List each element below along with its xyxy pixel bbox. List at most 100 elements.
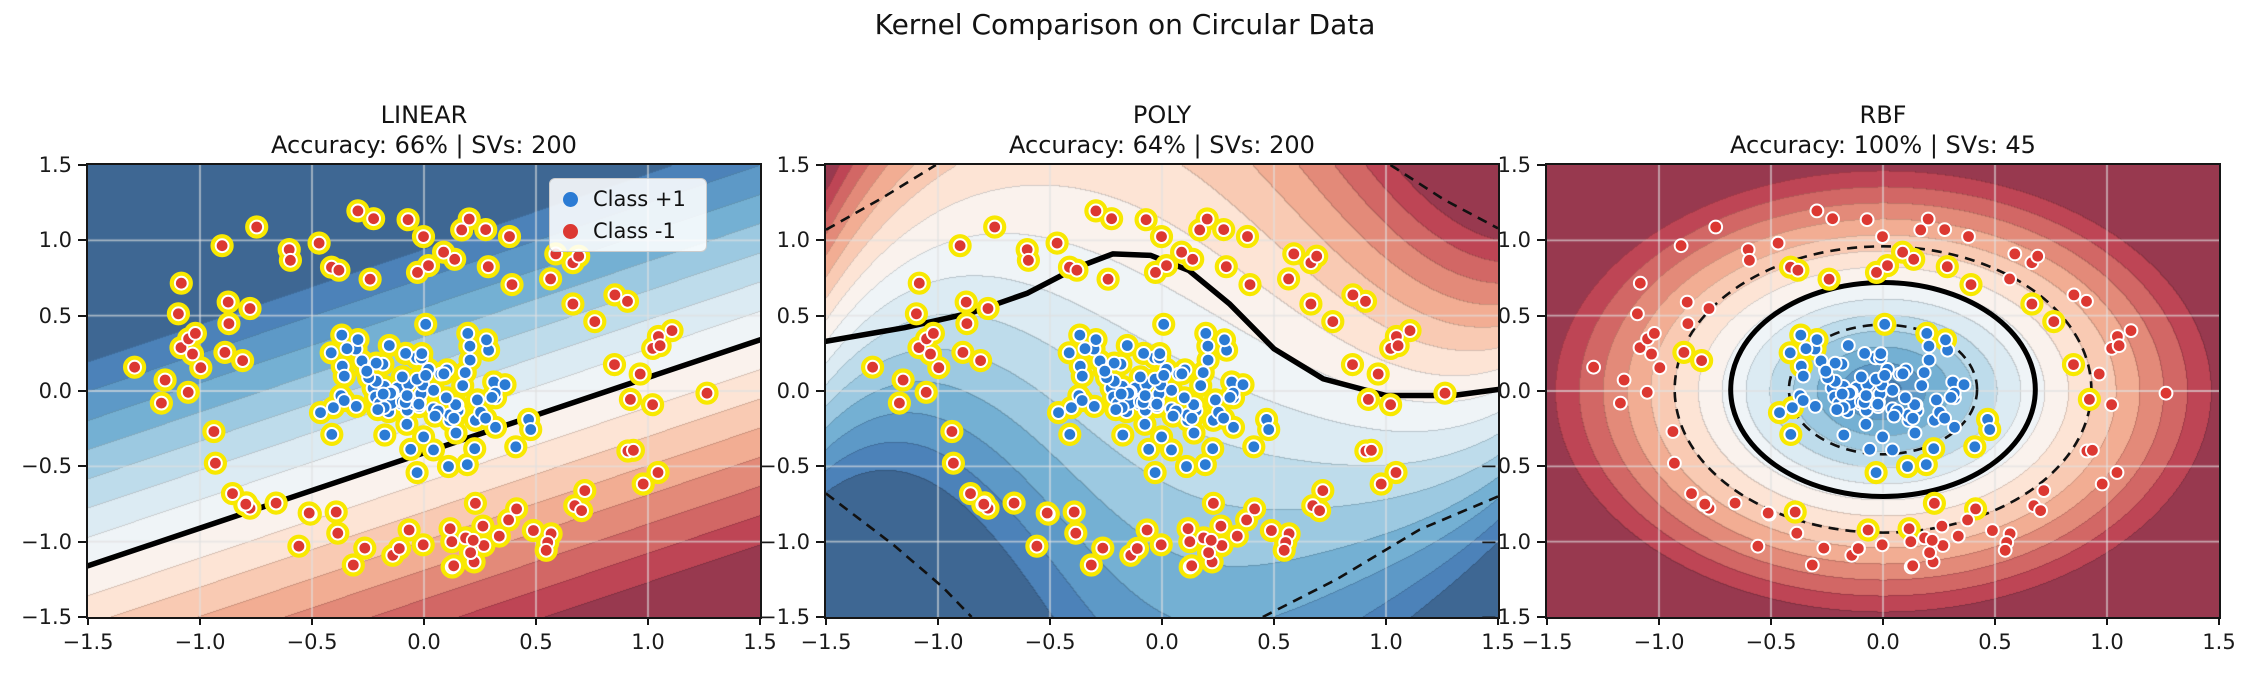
point-class-minus1 (1180, 521, 1196, 537)
point-class-plus1 (336, 393, 352, 408)
point-class-plus1 (479, 332, 494, 348)
point-class-minus1 (220, 294, 236, 310)
support-vector-ring (1779, 422, 1803, 446)
point-class-plus1 (457, 365, 473, 381)
y-tick-label: 0.5 (1497, 303, 1531, 328)
support-vector-ring (1195, 207, 1219, 231)
point-class-minus1 (2109, 465, 2125, 480)
point-class-plus1 (1115, 427, 1131, 443)
point-class-minus1 (1874, 537, 1890, 553)
point-class-minus1 (475, 518, 491, 534)
point-class-plus1 (1086, 399, 1102, 414)
support-vector-ring (1149, 224, 1174, 249)
point-class-minus1 (1913, 222, 1929, 238)
support-vector-ring (405, 460, 429, 485)
point-class-minus1 (410, 265, 425, 280)
point-class-plus1 (1174, 366, 1190, 382)
data-points (127, 203, 715, 575)
point-class-plus1 (459, 457, 475, 473)
point-class-minus1 (635, 476, 651, 492)
panel-title-linear: LINEAR Accuracy: 66% | SVs: 200 (88, 100, 760, 160)
x-tick-mark (535, 617, 537, 625)
point-class-plus1 (414, 346, 430, 362)
support-vector-ring (907, 271, 931, 295)
point-class-minus1 (620, 293, 635, 309)
point-class-minus1 (171, 306, 186, 322)
support-vector-ring (1282, 242, 1306, 266)
point-class-plus1 (1156, 316, 1172, 332)
support-vector-ring (1143, 460, 1167, 485)
point-class-plus1 (1875, 429, 1891, 445)
support-vector-ring (1035, 501, 1059, 525)
point-class-minus1 (400, 212, 416, 228)
point-class-plus1 (427, 408, 443, 424)
support-vector-ring (1111, 423, 1135, 447)
support-vector-ring (373, 423, 397, 447)
point-class-plus1 (1862, 441, 1878, 457)
point-class-minus1 (1309, 248, 1325, 264)
y-tick-label: 1.5 (38, 153, 72, 177)
point-class-plus1 (1907, 425, 1923, 441)
support-vector-ring (504, 435, 528, 459)
point-class-minus1 (1644, 346, 1659, 362)
point-class-plus1 (1877, 316, 1893, 332)
point-class-minus1 (1680, 316, 1696, 332)
support-vector-ring (583, 310, 607, 334)
x-tick-label: 0.5 (1978, 630, 2012, 654)
point-class-minus1 (1901, 521, 1917, 537)
support-vector-ring (396, 208, 420, 232)
support-vector-ring (153, 368, 177, 392)
support-vector-ring (1299, 292, 1323, 316)
point-class-minus1 (217, 345, 233, 360)
legend-item-class-minus1: Class -1 (563, 219, 686, 243)
point-class-plus1 (1807, 399, 1823, 414)
point-class-minus1 (1750, 538, 1766, 554)
point-class-plus1 (455, 378, 471, 394)
point-class-plus1 (1200, 338, 1216, 354)
point-class-minus1 (2079, 293, 2094, 309)
data-points (865, 203, 1453, 575)
y-tick-label: −1.5 (21, 605, 72, 629)
point-class-minus1 (180, 384, 196, 400)
support-vector-ring (457, 207, 481, 231)
point-class-plus1 (418, 368, 434, 383)
point-class-plus1 (1106, 355, 1122, 371)
point-class-minus1 (1153, 537, 1169, 553)
x-tick-label: 0.5 (519, 630, 553, 654)
point-class-minus1 (357, 540, 373, 556)
point-class-minus1 (1905, 558, 1921, 574)
point-class-minus1 (225, 486, 240, 502)
x-tick-label: 0.0 (1145, 630, 1179, 654)
support-vector-ring (891, 368, 915, 392)
point-class-plus1 (1905, 410, 1921, 426)
x-tick-mark (2218, 617, 2220, 625)
support-vector-ring (463, 437, 487, 461)
x-tick-mark (1385, 617, 1387, 625)
x-tick-label: −1.0 (174, 630, 226, 654)
point-class-minus1 (127, 359, 142, 375)
point-class-plus1 (1064, 400, 1079, 416)
point-class-plus1 (1193, 378, 1209, 394)
point-class-plus1 (1926, 441, 1942, 457)
point-class-minus1 (1727, 495, 1743, 511)
point-class-minus1 (574, 503, 590, 519)
margin-contour-dashed (1389, 165, 1498, 230)
support-vector-ring (217, 312, 241, 336)
point-class-minus1 (1790, 262, 1806, 278)
support-vector-ring (1369, 472, 1393, 496)
point-class-plus1 (460, 326, 476, 341)
y-tick-label: −1.5 (1480, 605, 1531, 629)
point-class-minus1 (1100, 271, 1116, 287)
point-class-minus1 (447, 251, 463, 267)
legend: Class +1 Class -1 (549, 178, 707, 252)
point-class-plus1 (1051, 405, 1066, 421)
support-vector-ring (1873, 312, 1897, 336)
point-class-minus1 (188, 326, 203, 341)
point-class-minus1 (607, 287, 623, 303)
point-class-minus1 (1927, 495, 1942, 511)
point-class-plus1 (1870, 396, 1886, 412)
point-class-plus1 (1156, 368, 1172, 383)
support-vector-ring (2020, 292, 2044, 316)
point-class-plus1 (1205, 441, 1221, 457)
support-vector-ring (914, 380, 938, 404)
